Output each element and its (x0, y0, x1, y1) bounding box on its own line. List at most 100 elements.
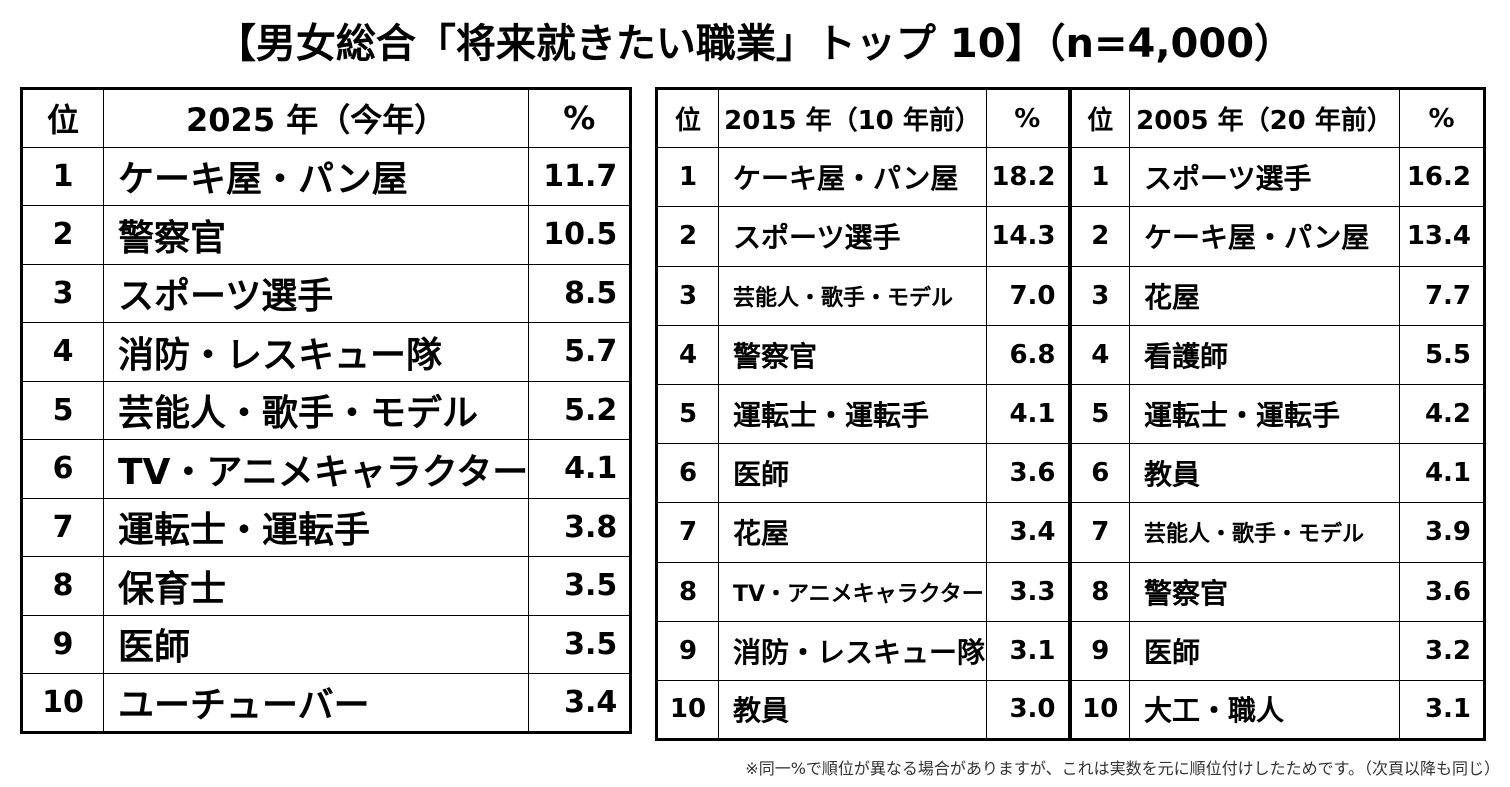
rank-cell: 2 (656, 206, 719, 267)
table-row: 5 芸能人・歌手・モデル 5.2 (21, 380, 632, 440)
rank-cell: 9 (1067, 620, 1130, 681)
job-cell: ケーキ屋・パン屋 (718, 147, 987, 208)
rank-cell: 8 (1067, 561, 1130, 622)
rank-cell: 3 (656, 265, 719, 326)
percent-cell: 3.4 (986, 502, 1070, 563)
rank-header: 位 (656, 87, 719, 149)
job-cell: 医師 (102, 614, 530, 674)
rank-cell: 2 (1067, 206, 1130, 267)
percent-cell: 3.1 (986, 620, 1070, 681)
job-cell: 運転士・運転手 (1129, 383, 1400, 445)
percent-cell: 16.2 (1399, 147, 1485, 208)
percent-cell: 5.7 (528, 322, 632, 382)
table-row: 7 運転士・運転手 3.8 (21, 497, 632, 557)
rank-cell: 1 (1067, 147, 1130, 208)
job-cell: 花屋 (1129, 265, 1400, 326)
percent-cell: 5.5 (1399, 324, 1485, 385)
rank-cell: 4 (1067, 324, 1130, 385)
table-row: 9 医師 3.5 (21, 614, 632, 674)
percent-header: % (528, 88, 632, 148)
percent-header: % (1399, 87, 1485, 149)
ranking-table-2025: 位 2025 年（今年） % 1 ケーキ屋・パン屋 11.7 2 警察官 10.5 3 スポー… (20, 87, 633, 734)
percent-cell: 4.1 (986, 383, 1070, 445)
table-row: 10 ユーチューバー 3.4 (21, 673, 632, 733)
job-cell: 運転士・運転手 (102, 497, 530, 557)
job-cell: 芸能人・歌手・モデル (718, 265, 987, 326)
job-cell: 医師 (1129, 620, 1400, 681)
rank-cell: 8 (656, 561, 719, 622)
table-row: 5 運転士・運転手 4.1 5 運転士・運転手 4.2 (656, 383, 1485, 445)
percent-cell: 11.7 (528, 146, 632, 206)
percent-cell: 7.0 (986, 265, 1070, 326)
rank-header: 位 (21, 88, 104, 148)
year-header: 2005 年（20 年前） (1129, 87, 1400, 149)
rank-cell: 6 (21, 439, 104, 499)
table-row: 8 保育士 3.5 (21, 556, 632, 616)
job-cell: TV・アニメキャラクター (718, 561, 987, 622)
table-row: 6 TV・アニメキャラクター 4.1 (21, 439, 632, 499)
table-row: 4 警察官 6.8 4 看護師 5.5 (656, 324, 1485, 385)
rank-header: 位 (1067, 87, 1130, 149)
job-cell: 運転士・運転手 (718, 383, 987, 445)
percent-cell: 3.5 (528, 614, 632, 674)
job-cell: 消防・レスキュー隊 (718, 620, 987, 681)
rank-cell: 10 (656, 679, 719, 741)
rank-cell: 7 (1067, 502, 1130, 563)
table-header-row: 位 2025 年（今年） % (21, 88, 632, 148)
job-cell: 花屋 (718, 502, 987, 563)
rank-cell: 5 (656, 383, 719, 445)
job-cell: 警察官 (1129, 561, 1400, 622)
rank-cell: 8 (21, 556, 104, 616)
job-cell: 大工・職人 (1129, 679, 1400, 741)
percent-cell: 3.1 (1399, 679, 1485, 741)
percent-header: % (986, 87, 1070, 149)
percent-cell: 10.5 (528, 205, 632, 265)
percent-cell: 3.9 (1399, 502, 1485, 563)
job-cell: 芸能人・歌手・モデル (1129, 502, 1400, 563)
rank-cell: 4 (21, 322, 104, 382)
rank-cell: 9 (21, 614, 104, 674)
job-cell: 警察官 (718, 324, 987, 385)
percent-cell: 4.1 (528, 439, 632, 499)
table-body: 1 ケーキ屋・パン屋 18.2 1 スポーツ選手 16.2 2 スポーツ選手 14.3 2 ケーキ屋… (656, 147, 1485, 741)
rank-cell: 7 (656, 502, 719, 563)
percent-cell: 18.2 (986, 147, 1070, 208)
percent-cell: 4.2 (1399, 383, 1485, 445)
rank-cell: 5 (1067, 383, 1130, 445)
rank-cell: 2 (21, 205, 104, 265)
percent-cell: 7.7 (1399, 265, 1485, 326)
rank-cell: 10 (1067, 679, 1130, 741)
page-title: 【男女総合「将来就きたい職業」トップ 10】（n=4,000） (215, 21, 1295, 67)
table-row: 3 スポーツ選手 8.5 (21, 263, 632, 323)
job-cell: 消防・レスキュー隊 (102, 322, 530, 382)
job-cell: 教員 (1129, 443, 1400, 504)
table-row: 4 消防・レスキュー隊 5.7 (21, 322, 632, 382)
table-row: 2 スポーツ選手 14.3 2 ケーキ屋・パン屋 13.4 (656, 206, 1485, 267)
percent-cell: 6.8 (986, 324, 1070, 385)
table-row: 7 花屋 3.4 7 芸能人・歌手・モデル 3.9 (656, 502, 1485, 563)
ranking-table-2015-2005: 位 2015 年（10 年前） % 位 2005 年（20 年前） % 1 ケーキ… (655, 87, 1486, 742)
job-cell: スポーツ選手 (1129, 147, 1400, 208)
table-row: 10 教員 3.0 10 大工・職人 3.1 (656, 679, 1485, 741)
table-row: 1 ケーキ屋・パン屋 18.2 1 スポーツ選手 16.2 (656, 147, 1485, 208)
footnote: ※同一%で順位が異なる場合がありますが、これは実数を元に順位付けしたためです。（… (745, 759, 1500, 778)
percent-cell: 4.1 (1399, 443, 1485, 504)
table-body: 1 ケーキ屋・パン屋 11.7 2 警察官 10.5 3 スポーツ選手 8.5 4 消防・レスキュー… (21, 146, 632, 733)
year-header: 2025 年（今年） (102, 88, 530, 148)
table-header-row: 位 2015 年（10 年前） % 位 2005 年（20 年前） % (656, 87, 1485, 149)
rank-cell: 4 (656, 324, 719, 385)
job-cell: ユーチューバー (102, 673, 530, 733)
job-cell: スポーツ選手 (102, 263, 530, 323)
job-cell: ケーキ屋・パン屋 (102, 146, 530, 206)
job-cell: 芸能人・歌手・モデル (102, 380, 530, 440)
job-cell: 教員 (718, 679, 987, 741)
table-row: 9 消防・レスキュー隊 3.1 9 医師 3.2 (656, 620, 1485, 681)
percent-cell: 3.2 (1399, 620, 1485, 681)
rank-cell: 1 (21, 146, 104, 206)
job-cell: 看護師 (1129, 324, 1400, 385)
rank-cell: 3 (21, 263, 104, 323)
table-row: 8 TV・アニメキャラクター 3.3 8 警察官 3.6 (656, 561, 1485, 622)
rank-cell: 6 (1067, 443, 1130, 504)
rank-cell: 10 (21, 673, 104, 733)
rank-cell: 1 (656, 147, 719, 208)
